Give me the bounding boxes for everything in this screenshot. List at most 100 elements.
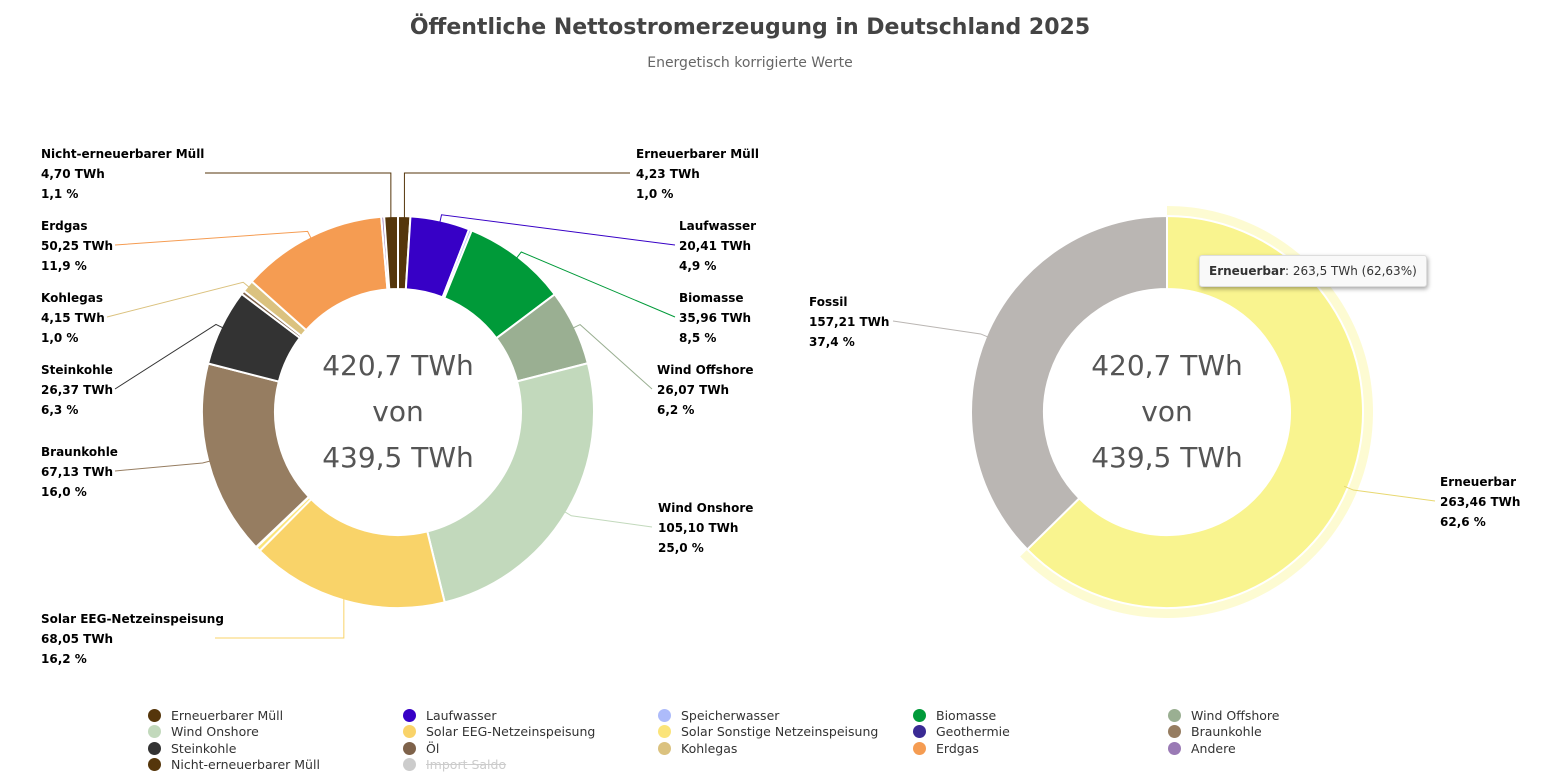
legend-label: Nicht-erneuerbarer Müll: [171, 757, 320, 773]
legend-label: Speicherwasser: [681, 707, 780, 723]
legend-marker-icon: [148, 708, 161, 722]
legend-marker-icon: [1168, 725, 1181, 739]
label-name: Erneuerbarer Müll: [636, 147, 759, 161]
label-value-label: 26,07 TWh: [657, 383, 730, 397]
data-label-laufwasser: Laufwasser 20,41 TWh 4,9 %: [679, 216, 756, 276]
data-label-nicht-erneuerbarer-muell: Nicht-erneuerbarer Müll 4,70 TWh 1,1 %: [41, 144, 204, 204]
legend-item-erdgas[interactable]: Erdgas: [913, 740, 1168, 757]
label-percent-label: 37,4 %: [809, 335, 855, 349]
slice-nicht-erneuerbarer-muell[interactable]: [383, 215, 399, 291]
legend-item-braunkohle[interactable]: Braunkohle: [1168, 724, 1368, 741]
label-name: Laufwasser: [679, 219, 757, 233]
legend-label: Biomasse: [936, 707, 997, 723]
label-value-label: 68,05 TWh: [41, 632, 114, 646]
data-label-fossil: Fossil 157,21 TWh 37,4 %: [809, 292, 889, 352]
legend-marker-icon: [913, 725, 926, 739]
legend-label: Erdgas: [936, 740, 979, 756]
leader-line-erdgas: [114, 230, 313, 246]
leader-line-laufwasser: [438, 214, 676, 246]
label-value-label: 67,13 TWh: [41, 465, 114, 479]
legend-item-solar-sonstige-netzeinspeisung[interactable]: Solar Sonstige Netzeinspeisung: [658, 724, 913, 741]
legend-label: Laufwasser: [426, 707, 497, 723]
label-percent-label: 6,3 %: [41, 403, 79, 417]
legend-item-laufwasser[interactable]: Laufwasser: [403, 707, 658, 724]
legend-marker-icon: [148, 741, 161, 755]
legend-marker-icon: [913, 708, 926, 722]
legend-item-nicht-erneuerbarer-muell[interactable]: Nicht-erneuerbarer Müll: [148, 757, 403, 774]
leader-line-nicht-erneuerbarer-muell: [205, 172, 392, 221]
legend-label: Kohlegas: [681, 740, 738, 756]
tooltip: Erneuerbar: 263,5 TWh (62,63%): [1199, 255, 1427, 287]
label-value-label: 4,15 TWh: [41, 311, 105, 325]
legend-item-speicherwasser[interactable]: Speicherwasser: [658, 707, 913, 724]
leader-line-erneuerbarer-muell: [403, 172, 630, 221]
left-center-text: 420,7 TWh von 439,5 TWh: [298, 343, 498, 481]
legend-marker-icon: [148, 758, 161, 772]
legend-label: Wind Offshore: [1191, 707, 1280, 723]
label-percent-label: 62,6 %: [1440, 515, 1486, 529]
slice-halo: [1020, 206, 1374, 618]
slice-fossil[interactable]: [970, 215, 1168, 551]
label-name: Fossil: [809, 295, 848, 309]
legend-item-kohlegas[interactable]: Kohlegas: [658, 740, 913, 757]
chart-title: Öffentliche Nettostromerzeugung in Deuts…: [409, 15, 1091, 40]
tooltip-series: Erneuerbar: [1209, 264, 1286, 278]
leader-line-steinkohle: [114, 323, 226, 390]
label-name: Wind Onshore: [658, 501, 754, 515]
leader-line-kohlegas: [106, 281, 252, 318]
legend-item-import-saldo[interactable]: Import Saldo: [403, 757, 658, 774]
data-label-wind-offshore: Wind Offshore 26,07 TWh 6,2 %: [657, 360, 754, 420]
donut-chart-1: [106, 172, 676, 639]
legend-item-andere[interactable]: Andere: [1168, 740, 1368, 757]
label-name: Wind Offshore: [657, 363, 754, 377]
legend-label: Steinkohle: [171, 740, 237, 756]
label-value-label: 20,41 TWh: [679, 239, 752, 253]
center-value: 420,7 TWh: [322, 349, 474, 382]
legend-item-biomasse[interactable]: Biomasse: [913, 707, 1168, 724]
data-label-biomasse: Biomasse 35,96 TWh 8,5 %: [679, 288, 751, 348]
legend-label: Erneuerbarer Müll: [171, 707, 284, 723]
label-percent-label: 11,9 %: [41, 259, 87, 273]
leader-line-wind-onshore: [562, 510, 653, 528]
data-label-wind-onshore: Wind Onshore 105,10 TWh 25,0 %: [658, 498, 753, 558]
label-value-label: 26,37 TWh: [41, 383, 114, 397]
label-value-label: 263,46 TWh: [1440, 495, 1521, 509]
label-percent-label: 16,0 %: [41, 485, 87, 499]
legend-item-steinkohle[interactable]: Steinkohle: [148, 740, 403, 757]
center-of: von: [1141, 395, 1193, 428]
label-value-label: 105,10 TWh: [658, 521, 739, 535]
legend-marker-icon: [403, 758, 416, 772]
label-percent-label: 1,0 %: [41, 331, 79, 345]
label-name: Erdgas: [41, 219, 88, 233]
label-name: Nicht-erneuerbarer Müll: [41, 147, 205, 161]
legend-marker-icon: [1168, 708, 1181, 722]
data-label-erneuerbarer-muell: Erneuerbarer Müll 4,23 TWh 1,0 %: [636, 144, 759, 204]
label-name: Kohlegas: [41, 291, 103, 305]
legend-marker-icon: [658, 725, 671, 739]
center-of: von: [372, 395, 424, 428]
slice-erneuerbar[interactable]: [1026, 215, 1364, 609]
legend-item-wind-offshore[interactable]: Wind Offshore: [1168, 707, 1368, 724]
legend-label: Solar Sonstige Netzeinspeisung: [681, 724, 879, 740]
legend-item-erneuerbarer-muell[interactable]: Erneuerbarer Müll: [148, 707, 403, 724]
label-value-label: 4,23 TWh: [636, 167, 700, 181]
legend-item-oel[interactable]: Öl: [403, 740, 658, 757]
label-value-label: 4,70 TWh: [41, 167, 105, 181]
legend-item-geothermie[interactable]: Geothermie: [913, 724, 1168, 741]
data-label-braunkohle: Braunkohle 67,13 TWh 16,0 %: [41, 442, 118, 502]
legend-item-wind-onshore[interactable]: Wind Onshore: [148, 724, 403, 741]
legend: Erneuerbarer Müll Laufwasser Speicherwasse…: [148, 707, 1368, 773]
legend-item-solar-eeg-netzeinspeisung[interactable]: Solar EEG-Netzeinspeisung: [403, 724, 658, 741]
legend-marker-icon: [658, 741, 671, 755]
label-name: Braunkohle: [41, 445, 118, 459]
center-value: 420,7 TWh: [1091, 349, 1243, 382]
legend-marker-icon: [658, 708, 671, 722]
donut-chart-2: [892, 206, 1436, 618]
center-total: 439,5 TWh: [322, 441, 474, 474]
legend-marker-icon: [403, 708, 416, 722]
slice-wind-onshore[interactable]: [426, 362, 595, 604]
leader-line-fossil: [892, 320, 991, 339]
label-value-label: 35,96 TWh: [679, 311, 752, 325]
label-value-label: 50,25 TWh: [41, 239, 114, 253]
